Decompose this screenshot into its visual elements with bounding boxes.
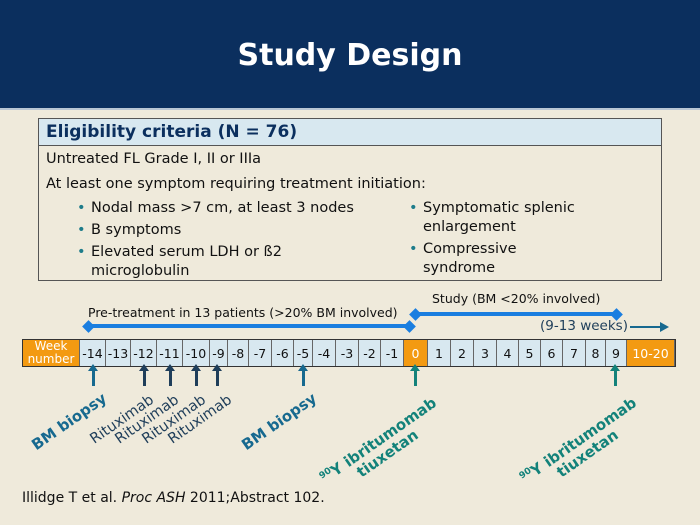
week-cell: 8 <box>586 340 606 366</box>
week-cell: -6 <box>272 340 294 366</box>
ibritumomab-label: 90Y ibritumomab tiuxetan <box>516 392 649 499</box>
week-cell: 3 <box>474 340 497 366</box>
bullet: Elevated serum LDH or ß2 microglobulin <box>77 243 317 281</box>
slide-title: Study Design <box>237 38 463 73</box>
continue-arrow-line <box>630 326 662 328</box>
citation-authors: Illidge T et al. <box>22 490 122 506</box>
citation: Illidge T et al. Proc ASH 2011;Abstract … <box>22 490 325 506</box>
week-cell: 9 <box>606 340 627 366</box>
week-cell: -9 <box>210 340 228 366</box>
week-cell: -1 <box>381 340 404 366</box>
week-cell: 7 <box>563 340 586 366</box>
bullet: Symptomatic splenic enlargement <box>409 199 609 237</box>
arrow-up-icon <box>298 364 308 386</box>
bullet: Compressive syndrome <box>409 240 559 278</box>
study-bar <box>414 312 616 316</box>
week-cell: 0 <box>404 340 428 366</box>
week-cell: -10 <box>183 340 210 366</box>
arrow-right-icon <box>660 322 669 332</box>
week-cell: 2 <box>451 340 474 366</box>
arrow-up-icon <box>191 364 201 386</box>
criteria-line-2: At least one symptom requiring treatment… <box>46 176 426 192</box>
header: Study Design <box>0 0 700 110</box>
week-cell: -14 <box>80 340 106 366</box>
eligibility-box: Eligibility criteria (N = 76) Untreated … <box>38 118 662 281</box>
week-cell: -3 <box>336 340 359 366</box>
bm-biopsy-label: BM biopsy <box>237 389 320 454</box>
diamond-icon <box>403 320 416 333</box>
arrow-up-icon <box>410 364 420 386</box>
week-cell: -11 <box>157 340 183 366</box>
week-cell: -2 <box>359 340 381 366</box>
diamond-icon <box>409 308 422 321</box>
pretreatment-bar <box>88 324 410 328</box>
eligibility-heading: Eligibility criteria (N = 76) <box>39 119 661 146</box>
week-timeline: Week number -14 -13 -12 -11 -10 -9 -8 -7 -6 -5 -4-… <box>22 339 676 367</box>
arrow-up-icon <box>88 364 98 386</box>
arrow-up-icon <box>165 364 175 386</box>
criteria-line-1: Untreated FL Grade I, II or IIIa <box>46 151 262 167</box>
ibritumomab-label: 90Y ibritumomab tiuxetan <box>316 392 449 499</box>
week-header-line: number <box>27 352 75 366</box>
week-cell: 6 <box>541 340 563 366</box>
week-cell: 5 <box>519 340 541 366</box>
diamond-icon <box>82 320 95 333</box>
pretreatment-label: Pre-treatment in 13 patients (>20% BM in… <box>88 305 398 320</box>
week-cell: 10-20 <box>627 340 675 366</box>
week-cell: -5 <box>294 340 313 366</box>
arrow-up-icon <box>212 364 222 386</box>
citation-rest: 2011;Abstract 102. <box>185 490 325 506</box>
week-cell: -4 <box>313 340 336 366</box>
arrow-up-icon <box>139 364 149 386</box>
week-cell: 4 <box>497 340 519 366</box>
week-cell: -7 <box>249 340 272 366</box>
week-header-line: Week <box>34 339 68 353</box>
week-cell: -12 <box>131 340 157 366</box>
study-label: Study (BM <20% involved) <box>432 291 601 306</box>
weeks-label: (9-13 weeks) <box>540 318 628 334</box>
bullet: B symptoms <box>77 221 417 240</box>
bullet: Nodal mass >7 cm, at least 3 nodes <box>77 199 417 218</box>
arrow-up-icon <box>610 364 620 386</box>
week-cell: -8 <box>228 340 249 366</box>
week-cell: -13 <box>106 340 131 366</box>
citation-journal: Proc ASH <box>121 490 186 506</box>
week-number-header: Week number <box>23 340 80 366</box>
week-cell: 1 <box>428 340 451 366</box>
